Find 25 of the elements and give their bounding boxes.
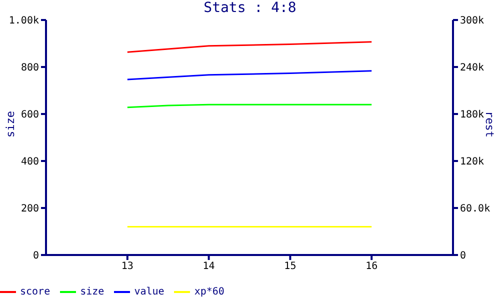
legend-label: value [134,286,164,298]
y2-tick-label: 60.0k [460,204,490,215]
y-axis-title: size [4,111,17,138]
y-tick-label: 1.00k [8,16,39,27]
line-series [126,70,372,80]
chart-title: Stats : 4:8 [202,0,298,16]
x-tick-label: 16 [366,261,378,272]
x-tick-label: 13 [121,261,134,272]
y2-tick-label: 300k [460,16,484,27]
y-tick-label: 800 [20,62,39,74]
y2-tick-label: 240k [460,62,484,74]
x-tick-label: 15 [284,261,296,272]
line-series [126,41,372,53]
y2-tick-label: 120k [460,156,484,168]
legend-label: score [20,286,50,298]
y2-tick-label: 180k [460,110,484,121]
y-tick-label: 600 [20,110,39,121]
x-tick-label: 14 [202,261,215,272]
legend-label: size [80,286,104,298]
y-tick-label: 200 [20,204,39,215]
y-tick-label: 0 [32,250,39,262]
y2-axis-title: rest [483,111,496,138]
legend-label: xp*60 [194,286,224,298]
y-tick-label: 400 [20,156,39,168]
y2-tick-label: 0 [460,250,466,262]
